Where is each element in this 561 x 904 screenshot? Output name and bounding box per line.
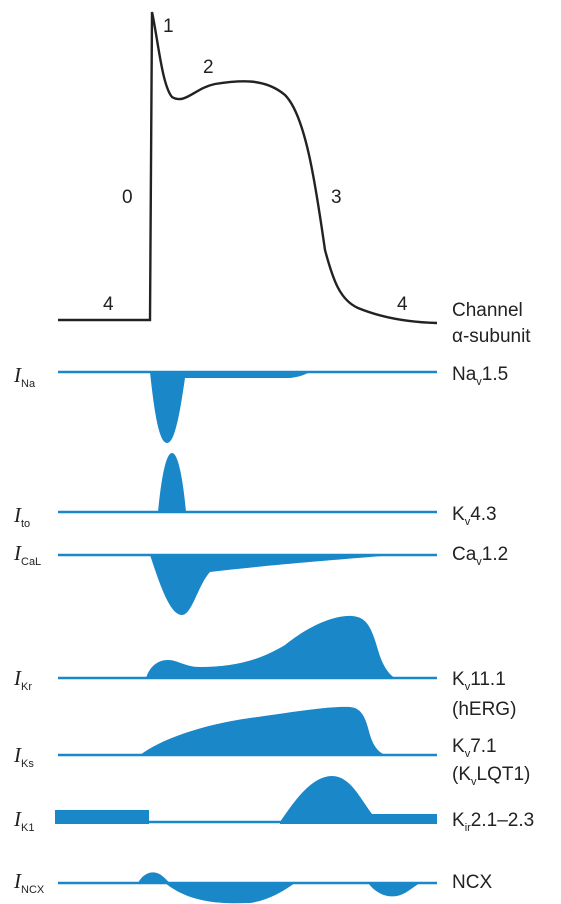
incx-waveform-lower — [165, 883, 295, 904]
channel-text: K — [452, 736, 465, 757]
ito-waveform — [158, 453, 186, 512]
current-symbol: I — [13, 807, 22, 831]
channel-text: 7.1 — [470, 736, 496, 757]
phase-label-4-right: 4 — [397, 294, 408, 315]
channel-text: (K — [452, 764, 471, 785]
current-label-to: Ito — [13, 503, 30, 530]
phase-label-4-left: 4 — [103, 294, 114, 315]
current-subscript: to — [21, 518, 30, 530]
current-subscript: Kr — [21, 681, 32, 693]
channel-label-to: Kv4.3 — [452, 504, 497, 528]
incx-waveform-right — [368, 883, 420, 897]
channel-text: 1.5 — [482, 364, 508, 385]
channel-subscript: v — [465, 748, 471, 760]
incx-waveform-upper — [138, 872, 170, 883]
channel-subscript: v — [465, 681, 471, 693]
channel-text: 11.1 — [470, 669, 506, 690]
channel-text: 1.2 — [482, 544, 508, 565]
ikr-waveform — [146, 615, 395, 678]
ical-waveform — [150, 555, 395, 615]
current-label-ncx: INCX — [13, 869, 45, 896]
current-label-na: INa — [13, 363, 36, 390]
channel-labels: Nav1.5Kv4.3Cav1.2Kv11.1(hERG)Kv7.1(KvLQT… — [452, 364, 534, 893]
current-symbol: I — [13, 666, 22, 690]
channel-subscript: ir — [465, 822, 471, 834]
current-subscript: CaL — [21, 556, 41, 568]
ina-waveform — [150, 372, 310, 443]
channel-label-cal: Cav1.2 — [452, 544, 508, 568]
channel-header: Channel — [452, 300, 523, 321]
current-symbol: I — [13, 363, 22, 387]
current-label-k1: IK1 — [13, 807, 34, 834]
channel-text: K — [452, 810, 465, 831]
channel-subscript: v — [476, 556, 482, 568]
current-label-kr: IKr — [13, 666, 32, 693]
current-label-cal: ICaL — [13, 541, 41, 568]
channel-label-kr: Kv11.1 — [452, 669, 506, 693]
action-potential-trace — [58, 11, 438, 325]
channel-subscript: v — [465, 516, 471, 528]
current-subscript: NCX — [21, 884, 45, 896]
channel-label-ks-line2: (KvLQT1) — [452, 764, 530, 788]
current-label-ks: IKs — [13, 743, 34, 770]
channel-label-ks: Kv7.1 — [452, 736, 497, 760]
current-symbol: I — [13, 869, 22, 893]
channel-text: Na — [452, 364, 477, 385]
channel-label-kr-line2: (hERG) — [452, 699, 516, 720]
channel-subscript: v — [471, 776, 477, 788]
channel-label-k1: Kir2.1–2.3 — [452, 810, 534, 834]
channel-text: NCX — [452, 872, 492, 893]
phase-label-3: 3 — [331, 187, 342, 208]
channel-text: 2.1–2.3 — [471, 810, 534, 831]
channel-text: LQT1) — [477, 764, 531, 785]
alpha-subunit-header: α-subunit — [452, 326, 531, 347]
channel-text: Ca — [452, 544, 477, 565]
channel-text: 4.3 — [470, 504, 496, 525]
ik1-waveform — [280, 776, 437, 824]
current-symbol: I — [13, 743, 22, 767]
channel-subscript: v — [476, 376, 482, 388]
current-subscript: Ks — [21, 758, 34, 770]
current-subscript: Na — [21, 378, 36, 390]
phase-label-0: 0 — [122, 187, 133, 208]
ik1-block-left — [55, 810, 149, 824]
phase-label-1: 1 — [163, 16, 174, 37]
current-subscript: K1 — [21, 822, 34, 834]
phase-label-2: 2 — [203, 57, 214, 78]
channel-label-na: Nav1.5 — [452, 364, 508, 388]
channel-text: K — [452, 504, 465, 525]
channel-text: K — [452, 669, 465, 690]
channel-label-ncx: NCX — [452, 872, 492, 893]
iks-waveform — [140, 706, 387, 755]
current-symbol: I — [13, 541, 22, 565]
current-symbol: I — [13, 503, 22, 527]
